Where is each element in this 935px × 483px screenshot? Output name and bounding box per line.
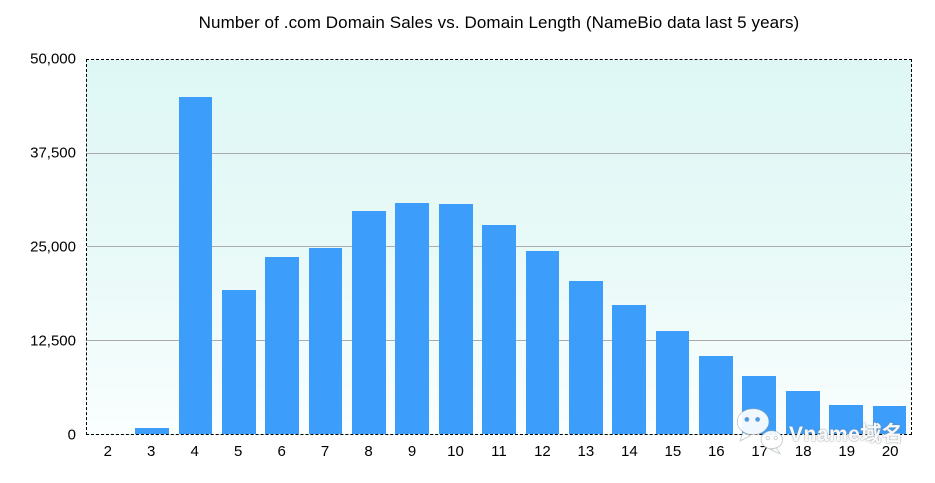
x-tick-label: 3 [147, 443, 156, 460]
bar-slot [564, 60, 607, 434]
gridline [87, 152, 911, 154]
bar-slot [347, 60, 390, 434]
bar-slot [651, 60, 694, 434]
bar-19 [829, 404, 863, 434]
bar-12 [525, 250, 560, 434]
y-axis: 0 12,500 25,000 37,500 50,000 [0, 51, 76, 444]
y-tick-label: 25,000 [30, 238, 76, 256]
bar-14 [612, 305, 647, 434]
bar-slot [781, 60, 824, 434]
x-tick-label: 17 [751, 443, 769, 460]
bar-20 [872, 406, 907, 434]
x-tick-label: 11 [491, 443, 507, 460]
x-tick-label: 16 [707, 443, 725, 460]
x-tick-label: 9 [407, 443, 417, 460]
watermark-text: Vname域名 [789, 423, 904, 446]
watermark: Vname域名 [735, 407, 903, 459]
chart-title: Number of .com Domain Sales vs. Domain L… [198, 13, 800, 32]
bar-18 [785, 390, 820, 434]
x-tick-label: 10 [447, 443, 464, 460]
bar-slot [868, 60, 911, 434]
x-tick-label: 14 [621, 443, 638, 460]
x-tick-label: 19 [838, 443, 856, 460]
x-tick-label: 4 [190, 443, 199, 460]
bar-10 [438, 204, 473, 434]
bar-7 [308, 247, 343, 434]
bar-13 [568, 280, 603, 434]
plot-area [86, 59, 912, 435]
x-tick-label: 5 [233, 443, 243, 460]
x-tick-label: 6 [277, 443, 286, 460]
bar-slot [87, 60, 130, 434]
bar-6 [265, 256, 300, 434]
bar-slot [824, 60, 867, 434]
x-tick-label: 13 [577, 443, 595, 460]
bar-4 [178, 96, 213, 434]
bar-5 [221, 289, 256, 434]
y-tick-label: 37,500 [30, 144, 76, 162]
x-axis: 2 3 4 5 6 7 8 9 10 11 12 13 14 15 16 17 18 19 20 [86, 443, 912, 460]
bar-9 [395, 202, 430, 434]
bars-layer [87, 60, 911, 434]
x-tick-label: 18 [794, 443, 812, 460]
bar-slot [261, 60, 304, 434]
x-tick-label: 8 [364, 443, 373, 460]
y-tick-label: 50,000 [30, 50, 76, 68]
bar-slot [477, 60, 520, 434]
bar-slot [694, 60, 737, 434]
bar-slot [608, 60, 651, 434]
bar-slot [130, 60, 173, 434]
bar-slot [391, 60, 434, 434]
bar-16 [699, 356, 733, 434]
y-tick-label: 12,500 [30, 332, 76, 350]
x-tick-label: 7 [320, 443, 330, 460]
bar-slot [521, 60, 564, 434]
wechat-icon [736, 408, 783, 455]
x-tick-label: 20 [881, 443, 899, 460]
bar-slot [174, 60, 217, 434]
x-tick-label: 2 [103, 443, 112, 460]
bar-slot [304, 60, 347, 434]
bar-15 [655, 330, 690, 434]
bar-slot [217, 60, 260, 434]
bar-slot [738, 60, 781, 434]
x-tick-label: 12 [534, 443, 551, 460]
x-tick-label: 15 [664, 443, 682, 460]
bar-8 [352, 211, 386, 434]
bar-3 [135, 428, 169, 434]
bar-slot [434, 60, 477, 434]
y-tick-label: 0 [67, 426, 76, 444]
bar-11 [482, 225, 516, 434]
